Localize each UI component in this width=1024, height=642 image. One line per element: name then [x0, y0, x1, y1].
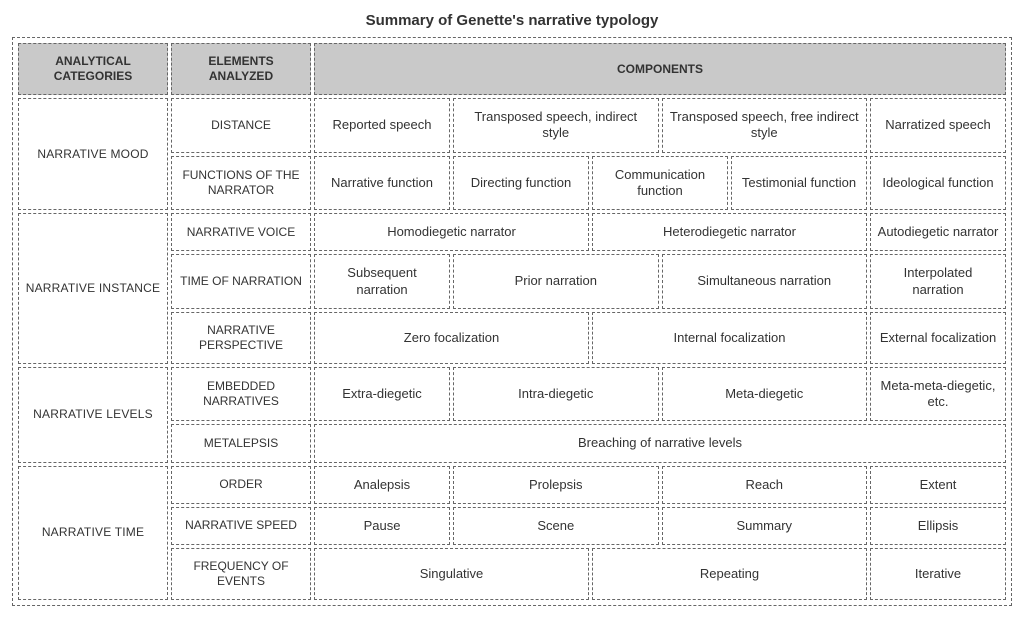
comp-cell: Testimonial function	[731, 156, 867, 211]
elem-voice: NARRATIVE VOICE	[171, 213, 311, 251]
comp-cell: External focalization	[870, 312, 1006, 364]
elem-time-narration: TIME OF NARRATION	[171, 254, 311, 309]
comp-cell: Singulative	[314, 548, 589, 600]
cat-instance: NARRATIVE INSTANCE	[18, 213, 168, 364]
comp-cell: Prior narration	[453, 254, 659, 309]
header-categories: ANALYTICAL CATEGORIES	[18, 43, 168, 95]
cat-levels: NARRATIVE LEVELS	[18, 367, 168, 463]
table-row: NARRATIVE LEVELS EMBEDDED NARRATIVES Ext…	[18, 367, 1006, 422]
cat-time: NARRATIVE TIME	[18, 466, 168, 601]
comp-cell: Autodiegetic narrator	[870, 213, 1006, 251]
comp-cell: Reach	[662, 466, 868, 504]
comp-cell: Transposed speech, indirect style	[453, 98, 659, 153]
cat-mood: NARRATIVE MOOD	[18, 98, 168, 210]
header-components: COMPONENTS	[314, 43, 1006, 95]
comp-cell: Reported speech	[314, 98, 450, 153]
comp-cell: Repeating	[592, 548, 867, 600]
table-frame: ANALYTICAL CATEGORIES ELEMENTS ANALYZED …	[12, 37, 1012, 606]
comp-cell: Narrative function	[314, 156, 450, 211]
comp-cell: Heterodiegetic narrator	[592, 213, 867, 251]
comp-cell: Narratized speech	[870, 98, 1006, 153]
comp-cell: Interpolated narration	[870, 254, 1006, 309]
comp-cell: Internal focalization	[592, 312, 867, 364]
comp-cell: Homodiegetic narrator	[314, 213, 589, 251]
comp-cell: Extent	[870, 466, 1006, 504]
comp-cell: Ideological function	[870, 156, 1006, 211]
comp-cell: Communication function	[592, 156, 728, 211]
comp-cell: Scene	[453, 507, 659, 545]
header-elements: ELEMENTS ANALYZED	[171, 43, 311, 95]
comp-cell: Prolepsis	[453, 466, 659, 504]
comp-cell: Intra-diegetic	[453, 367, 659, 422]
comp-cell: Analepsis	[314, 466, 450, 504]
elem-functions: FUNCTIONS OF THE NARRATOR	[171, 156, 311, 211]
comp-cell: Subsequent narration	[314, 254, 450, 309]
elem-frequency: FREQUENCY OF EVENTS	[171, 548, 311, 600]
table-header-row: ANALYTICAL CATEGORIES ELEMENTS ANALYZED …	[18, 43, 1006, 95]
elem-distance: DISTANCE	[171, 98, 311, 153]
comp-cell: Pause	[314, 507, 450, 545]
comp-cell: Zero focalization	[314, 312, 589, 364]
page-title: Summary of Genette's narrative typology	[12, 12, 1012, 29]
comp-cell: Ellipsis	[870, 507, 1006, 545]
typology-table: ANALYTICAL CATEGORIES ELEMENTS ANALYZED …	[15, 40, 1009, 603]
elem-order: ORDER	[171, 466, 311, 504]
table-row: NARRATIVE INSTANCE NARRATIVE VOICE Homod…	[18, 213, 1006, 251]
comp-cell: Breaching of narrative levels	[314, 424, 1006, 462]
comp-cell: Transposed speech, free indirect style	[662, 98, 868, 153]
table-row: NARRATIVE MOOD DISTANCE Reported speech …	[18, 98, 1006, 153]
comp-cell: Simultaneous narration	[662, 254, 868, 309]
table-row: NARRATIVE TIME ORDER Analepsis Prolepsis…	[18, 466, 1006, 504]
elem-metalepsis: METALEPSIS	[171, 424, 311, 462]
elem-perspective: NARRATIVE PERSPECTIVE	[171, 312, 311, 364]
elem-speed: NARRATIVE SPEED	[171, 507, 311, 545]
comp-cell: Meta-diegetic	[662, 367, 868, 422]
comp-cell: Meta-meta-diegetic, etc.	[870, 367, 1006, 422]
elem-embedded: EMBEDDED NARRATIVES	[171, 367, 311, 422]
comp-cell: Directing function	[453, 156, 589, 211]
comp-cell: Summary	[662, 507, 868, 545]
comp-cell: Iterative	[870, 548, 1006, 600]
comp-cell: Extra-diegetic	[314, 367, 450, 422]
